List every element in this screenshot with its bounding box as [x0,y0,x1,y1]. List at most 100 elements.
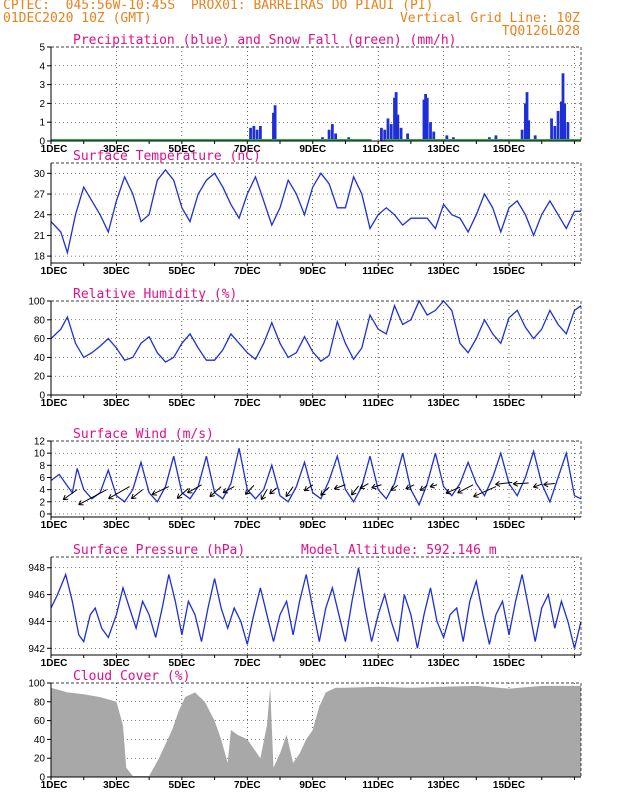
precip-bar [249,127,252,141]
x-tick-label: 11DEC [362,398,394,409]
precip-bar [330,124,334,141]
wind-vector-head [151,490,158,496]
precip-bar [559,101,563,141]
precip-bar [394,92,398,141]
precip-bar [525,92,529,141]
precip-bar [273,105,277,141]
wind-vector [304,484,314,492]
x-tick-label: 7DEC [234,398,261,409]
wind-vector [419,484,428,491]
x-tick-label: 9DEC [299,266,326,277]
y-tick-label: 40 [34,353,46,364]
x-tick-label: 11DEC [362,266,394,277]
precip-bar [389,124,393,141]
wind-vector-head [405,484,411,490]
y-tick-label: 21 [34,231,46,242]
wind-vector-head [130,493,137,500]
wind-vector [209,486,222,497]
precip-bar [386,118,390,141]
y-tick-label: 2 [39,99,45,110]
wind-vector-head [495,480,501,487]
cloud-cover-area [51,685,581,777]
y-tick-label: 100 [28,679,45,690]
wind-vector-head [269,488,275,495]
x-tick-label: 1DEC [41,144,68,155]
y-tick-label: 8 [39,461,45,472]
x-tick-label: 7DEC [234,520,261,531]
precip-bar [566,122,570,141]
precip-bar [556,110,560,141]
x-tick-label: 15DEC [493,266,525,277]
wind-vector-head [108,493,114,500]
wind-vector-head [351,489,357,496]
wind-vector [445,486,461,494]
wind-vector [108,486,130,500]
x-tick-label: 9DEC [299,780,326,791]
wind-vector-head [320,490,326,496]
y-tick-label: 30 [34,169,46,180]
x-tick-label: 5DEC [169,398,196,409]
wind-vector [187,484,202,494]
wind-vector [269,487,278,495]
y-tick-label: 4 [39,61,45,72]
wind-vector [359,483,369,489]
wind-vector [334,484,346,490]
wind-vector-head [285,491,291,498]
wind-vector [457,484,474,494]
precip-bar [383,129,387,141]
y-tick-label: 18 [34,252,46,263]
wind-vector-head [419,485,426,491]
panel-annotation: Model Altitude: 592.146 m [301,543,497,558]
x-tick-label: 9DEC [299,658,326,669]
wind-vector [473,486,497,498]
header-grid-line: Vertical Grid Line: 10Z [399,11,580,26]
x-tick-label: 11DEC [362,144,394,155]
x-tick-label: 15DEC [493,780,525,791]
x-tick-label: 3DEC [103,398,130,409]
x-tick-label: 1DEC [41,398,68,409]
precip-bar [432,131,436,141]
wind-vector [78,489,107,506]
wind-vector-head [244,489,251,495]
series-line [50,567,582,649]
x-tick-label: 13DEC [427,398,459,409]
x-tick-label: 11DEC [362,780,394,791]
panel-title: Cloud Cover (%) [73,669,190,684]
wind-vector [405,484,415,490]
panel-title: Relative Humidity (%) [73,287,237,302]
x-tick-label: 3DEC [103,144,130,155]
x-tick-label: 9DEC [299,398,326,409]
x-tick-label: 3DEC [103,266,130,277]
precip-bar [252,125,256,141]
wind-vector [513,482,529,485]
y-tick-label: 10 [34,449,46,460]
wind-vector [131,489,143,500]
precip-bar [258,125,262,141]
y-tick-label: 2 [39,497,45,508]
precip-bar [399,127,403,141]
precip-bar [424,94,427,141]
wind-vector [176,488,189,499]
wind-vector-head [333,484,340,491]
x-tick-label: 15DEC [493,398,525,409]
wind-vector-head [176,493,183,499]
x-tick-label: 13DEC [427,144,459,155]
x-tick-label: 13DEC [427,658,459,669]
x-tick-label: 13DEC [427,520,459,531]
x-tick-label: 13DEC [427,266,459,277]
x-tick-label: 9DEC [299,144,326,155]
y-tick-label: 60 [34,716,46,727]
wind-vector-head [371,483,377,490]
x-tick-label: 5DEC [169,266,196,277]
wind-vector-head [222,488,229,494]
x-tick-label: 11DEC [362,520,394,531]
wind-vector-head [473,492,479,498]
y-tick-label: 60 [34,334,46,345]
wind-vector-head [445,488,451,495]
y-tick-label: 0 [39,509,45,520]
x-tick-label: 7DEC [234,266,261,277]
wind-vector [222,486,235,494]
header-model: TQ0126L028 [501,24,580,39]
x-tick-label: 3DEC [103,520,130,531]
